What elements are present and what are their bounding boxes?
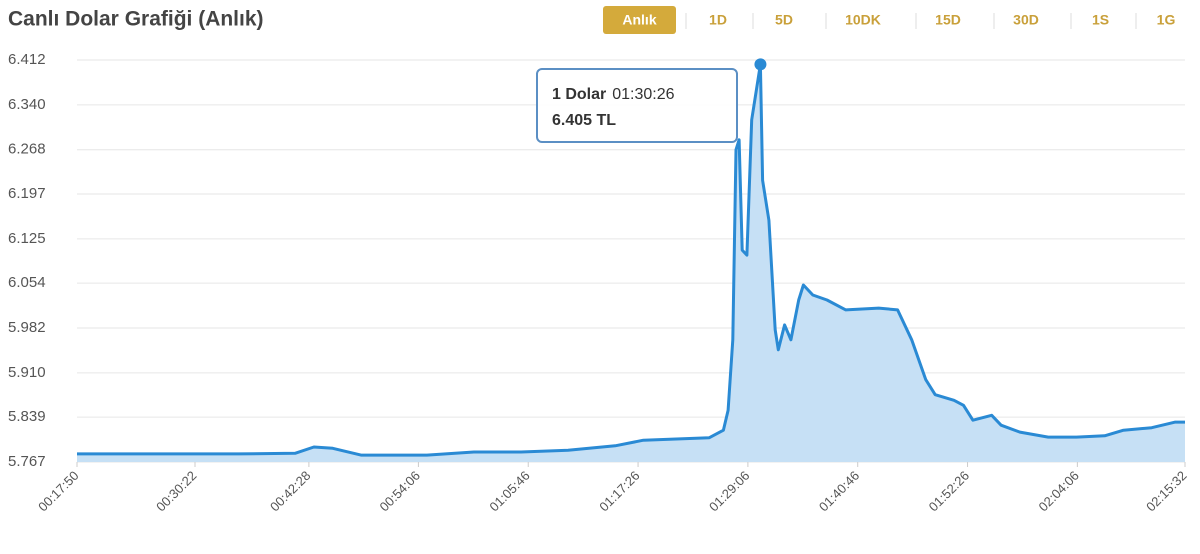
range-button-label[interactable]: 1D xyxy=(709,12,727,28)
tooltip-series-name: 1 Dolar xyxy=(552,86,606,103)
x-tick-label: 01:17:26 xyxy=(596,468,642,514)
line xyxy=(77,62,1185,457)
range-button-label[interactable]: 1S xyxy=(1092,12,1109,28)
x-tick-label: 01:52:26 xyxy=(926,468,972,514)
range-button[interactable]: Anlık xyxy=(603,6,676,34)
tooltip-box xyxy=(536,68,738,143)
hover-point xyxy=(754,58,767,71)
y-tick-label: 6.125 xyxy=(8,230,46,247)
range-button[interactable]: 1G xyxy=(1157,12,1176,28)
x-tick-label: 01:05:46 xyxy=(486,468,532,514)
y-tick-label: 6.197 xyxy=(8,185,46,202)
range-button[interactable]: 1S xyxy=(1092,12,1109,28)
y-tick-label: 6.412 xyxy=(8,51,46,68)
x-tick-label: 00:42:28 xyxy=(267,468,313,514)
x-tick-label: 02:15:32 xyxy=(1143,468,1189,514)
range-button-label[interactable]: 15D xyxy=(935,12,961,28)
area-fill xyxy=(77,64,1185,463)
x-tick-label: 01:29:06 xyxy=(706,468,752,514)
x-tick-label: 02:04:06 xyxy=(1036,468,1082,514)
y-tick-label: 5.767 xyxy=(8,453,46,470)
range-button-label[interactable]: 5D xyxy=(775,12,793,28)
tooltip-value: 6.405 TL xyxy=(552,112,616,129)
tooltip-time: 01:30:26 xyxy=(612,86,674,103)
x-tick-label: 00:17:50 xyxy=(35,468,81,514)
range-button-label[interactable]: 10DK xyxy=(845,12,881,28)
range-button-label[interactable]: Anlık xyxy=(622,12,656,28)
range-button[interactable]: 1D xyxy=(709,12,727,28)
chart-title: Canlı Dolar Grafiği (Anlık) xyxy=(8,8,264,31)
x-tick-label: 00:30:22 xyxy=(153,468,199,514)
y-tick-label: 5.982 xyxy=(8,319,46,336)
y-tick-label: 6.054 xyxy=(8,274,46,291)
range-button[interactable]: 10DK xyxy=(845,12,881,28)
range-button-label[interactable]: 1G xyxy=(1157,12,1176,28)
y-tick-label: 5.839 xyxy=(8,408,46,425)
range-button-label[interactable]: 30D xyxy=(1013,12,1039,28)
range-button[interactable]: 15D xyxy=(935,12,961,28)
tooltip-header: 1 Dolar 01:30:26 xyxy=(552,86,675,103)
range-button[interactable]: 30D xyxy=(1013,12,1039,28)
x-tick-label: 00:54:06 xyxy=(377,468,423,514)
y-tick-label: 6.268 xyxy=(8,141,46,158)
y-tick-label: 6.340 xyxy=(8,96,46,113)
range-button-bg xyxy=(603,6,676,34)
y-tick-label: 5.910 xyxy=(8,364,46,381)
range-button[interactable]: 5D xyxy=(775,12,793,28)
tooltip: 1 Dolar 01:30:26 6.405 TL xyxy=(536,68,738,143)
x-tick-label: 01:40:46 xyxy=(816,468,862,514)
